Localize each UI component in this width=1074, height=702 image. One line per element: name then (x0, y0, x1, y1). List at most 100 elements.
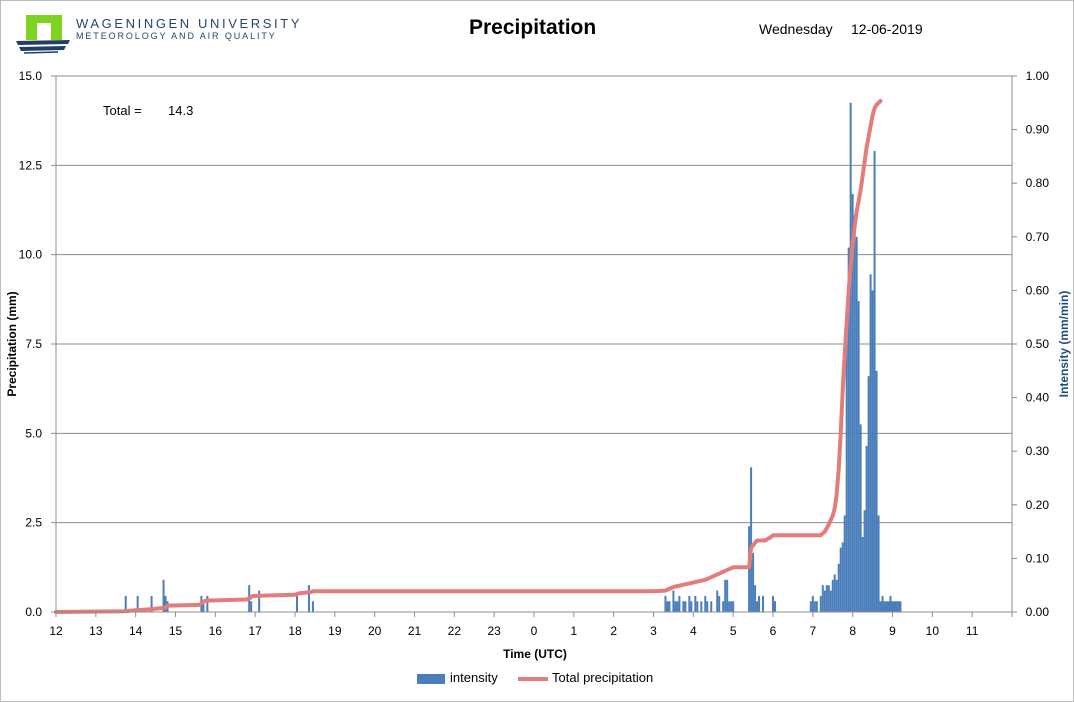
intensity-bar (837, 563, 840, 612)
y-left-tick-label: 10.0 (19, 248, 43, 262)
x-tick-label: 11 (966, 624, 979, 638)
annotation-total-label: Total = (103, 103, 142, 118)
intensity-bar (869, 274, 872, 612)
legend-intensity-label: intensity (450, 670, 498, 685)
intensity-bar (809, 601, 812, 612)
intensity-bar (666, 601, 669, 612)
intensity-bar (839, 547, 842, 612)
intensity-bar (833, 574, 836, 612)
y-left-tick-label: 12.5 (19, 158, 43, 172)
intensity-bar (899, 601, 902, 612)
intensity-bar (811, 595, 814, 612)
y-left-tick-label: 2.5 (25, 516, 42, 530)
intensity-bar (754, 585, 757, 612)
intensity-bar (851, 193, 854, 613)
x-tick-label: 0 (531, 624, 538, 638)
page-title: Precipitation (469, 16, 597, 39)
intensity-bar (889, 595, 892, 612)
x-tick-label: 16 (209, 624, 223, 638)
x-tick-label: 12 (49, 624, 63, 638)
intensity-bar (857, 301, 860, 612)
intensity-bar (668, 601, 671, 612)
y-left-tick-label: 5.0 (25, 426, 42, 440)
x-tick-label: 6 (770, 624, 777, 638)
intensity-bar (718, 595, 721, 612)
x-tick-label: 7 (809, 624, 816, 638)
intensity-bar (688, 595, 691, 612)
legend-intensity-swatch (417, 674, 445, 684)
intensity-bar (831, 579, 834, 612)
intensity-bar (843, 515, 846, 612)
org-name: WAGENINGEN UNIVERSITY (76, 16, 303, 31)
x-tick-label: 10 (926, 624, 940, 638)
intensity-bars (124, 102, 902, 613)
intensity-bar (883, 601, 886, 612)
x-tick-label: 5 (730, 624, 737, 638)
intensity-bar (891, 601, 894, 612)
intensity-bar (730, 601, 733, 612)
date-label: 12-06-2019 (851, 21, 923, 37)
y-left-tick-label: 0.0 (25, 605, 42, 619)
intensity-bar (704, 595, 707, 612)
legend-total-label: Total precipitation (552, 670, 654, 685)
intensity-bar (696, 601, 699, 612)
intensity-bar (815, 601, 818, 612)
x-axis-title: Time (UTC) (503, 647, 567, 661)
intensity-bar (307, 585, 310, 612)
intensity-bar (875, 370, 878, 612)
x-tick-label: 2 (610, 624, 617, 638)
x-tick-label: 4 (690, 624, 697, 638)
intensity-bar (676, 601, 679, 612)
intensity-bar (311, 601, 314, 612)
x-tick-label: 3 (650, 624, 657, 638)
intensity-bar (664, 595, 667, 612)
intensity-bar (835, 579, 838, 612)
x-tick-label: 13 (89, 624, 103, 638)
y-right-tick-label: 0.80 (1026, 176, 1050, 190)
x-tick-label: 20 (368, 624, 382, 638)
intensity-bar (678, 595, 681, 612)
intensity-bar (813, 601, 816, 612)
intensity-bar (827, 585, 830, 612)
y-right-tick-label: 0.30 (1026, 444, 1050, 458)
intensity-bar (863, 510, 866, 612)
intensity-bar (849, 102, 852, 613)
y-right-tick-label: 0.70 (1026, 230, 1050, 244)
intensity-bar (825, 585, 828, 612)
intensity-bar (700, 601, 703, 612)
y-right-tick-label: 0.00 (1026, 605, 1050, 619)
intensity-bar (762, 595, 765, 612)
intensity-bar (206, 595, 209, 612)
x-tick-label: 14 (129, 624, 143, 638)
intensity-bar (871, 290, 874, 612)
x-tick-label: 9 (889, 624, 896, 638)
annotation-total-value: 14.3 (168, 103, 193, 118)
intensity-bar (873, 151, 876, 613)
intensity-bar (136, 595, 139, 612)
y-left-tick-label: 15.0 (19, 69, 43, 83)
y-right-tick-label: 0.20 (1026, 498, 1050, 512)
y-axis-right-title: Intensity (mm/min) (1057, 291, 1071, 398)
intensity-bar (756, 601, 759, 612)
intensity-bar (887, 601, 890, 612)
intensity-bar (295, 595, 298, 612)
intensity-bar (865, 445, 868, 612)
intensity-bar (124, 595, 127, 612)
intensity-bar (726, 579, 729, 612)
intensity-bar (682, 601, 685, 612)
y-right-tick-label: 0.60 (1026, 283, 1050, 297)
intensity-bar (829, 590, 832, 612)
intensity-bar (773, 601, 776, 612)
intensity-bar (859, 424, 862, 612)
x-tick-label: 1 (570, 624, 577, 638)
intensity-bar (855, 236, 858, 613)
legend-total-swatch (518, 677, 548, 681)
y-right-tick-label: 0.90 (1026, 123, 1050, 137)
intensity-bar (690, 601, 693, 612)
x-tick-label: 15 (169, 624, 183, 638)
intensity-bar (897, 601, 900, 612)
intensity-bar (732, 601, 735, 612)
intensity-bar (710, 601, 713, 612)
intensity-bar (684, 601, 687, 612)
